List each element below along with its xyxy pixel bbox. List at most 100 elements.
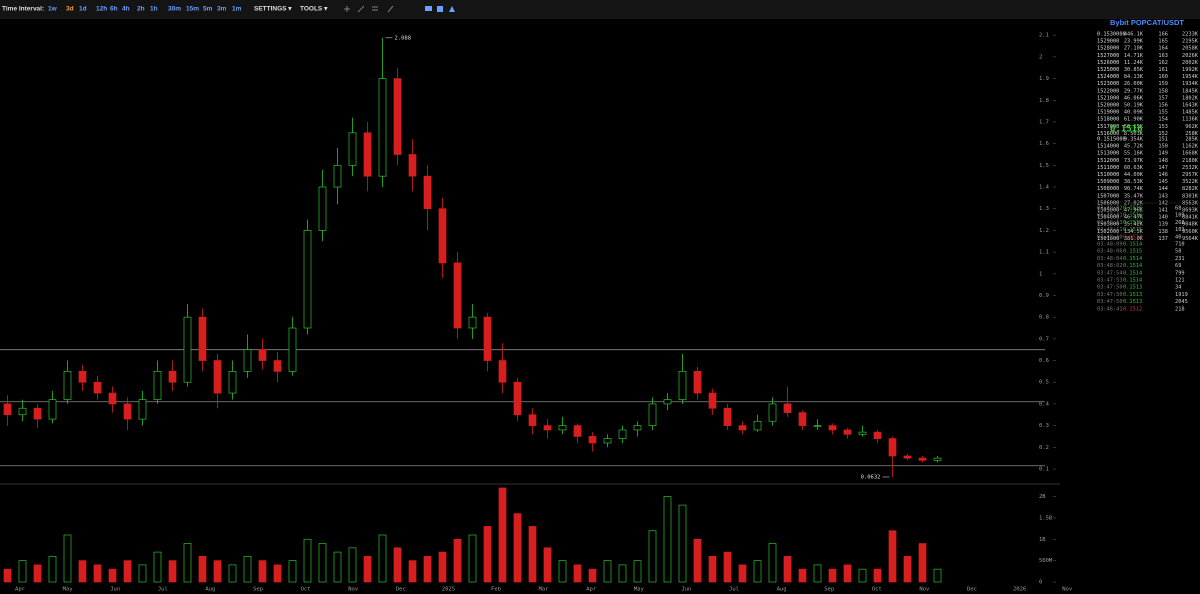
interval-button[interactable]: 3m xyxy=(217,6,227,13)
book-size: 11.24K xyxy=(1124,60,1144,66)
book-total: 1802K xyxy=(1182,95,1199,101)
trade-price: 0.1515 xyxy=(1123,220,1142,226)
book-price: 1518000 xyxy=(1097,117,1119,123)
volume-bar xyxy=(438,551,447,583)
candle-body xyxy=(363,132,372,177)
candle-body xyxy=(483,316,492,361)
trade-time: 03:47:50 xyxy=(1097,285,1123,291)
volume-bar xyxy=(243,556,252,583)
candle-body xyxy=(198,316,207,361)
book-count: 151 xyxy=(1158,137,1168,143)
interval-button[interactable]: 15m xyxy=(186,6,199,13)
candle-body xyxy=(303,230,312,329)
y2-tick-label: 0 xyxy=(1039,580,1042,586)
x-tick-label: Nov xyxy=(919,587,930,593)
candle-body xyxy=(258,349,267,361)
book-price: 1508000 xyxy=(1097,186,1119,192)
interval-button[interactable]: 3d xyxy=(66,6,74,13)
book-total: 2195K xyxy=(1182,39,1199,45)
volume-bar xyxy=(258,560,267,583)
candle-body xyxy=(498,360,507,383)
candle-body xyxy=(753,420,762,431)
book-total: 9560K xyxy=(1182,229,1199,235)
trade-time: 03:48:02 xyxy=(1097,263,1123,269)
trade-size: 103 xyxy=(1175,227,1185,233)
y-tick-label: 1 xyxy=(1039,271,1042,277)
volume-bar xyxy=(768,543,777,583)
trade-size: 69 xyxy=(1175,263,1181,269)
trade-size: 121 xyxy=(1175,278,1185,284)
interval-button[interactable]: 12h xyxy=(96,6,107,13)
volume-bar xyxy=(933,568,942,583)
book-size: 61.90K xyxy=(1124,117,1144,123)
book-size: 35.42K xyxy=(1124,222,1144,228)
x-tick-label: Nov xyxy=(348,587,359,593)
volume-bar xyxy=(918,543,927,583)
book-size: 46.47K xyxy=(1124,215,1144,221)
trade-time: 03:48:06 xyxy=(1097,249,1123,255)
candle-body xyxy=(333,164,342,188)
trade-time: 03:46:41 xyxy=(1097,306,1123,312)
book-total: 1162K xyxy=(1182,144,1199,150)
book-count: 166 xyxy=(1158,32,1168,38)
book-size: 14.71K xyxy=(1124,53,1144,59)
interval-button[interactable]: 30m xyxy=(168,6,181,13)
y-tick-label: 1.8 xyxy=(1039,98,1049,104)
book-price: 1527000 xyxy=(1097,53,1119,59)
y-tick-label: 0.2 xyxy=(1039,445,1049,451)
candle-body xyxy=(723,407,732,426)
volume-bar xyxy=(108,568,117,583)
book-size: 47.96K xyxy=(1124,208,1144,214)
toolbar xyxy=(0,0,1200,18)
candle-body xyxy=(348,132,357,166)
menu-button[interactable]: SETTINGS ▾ xyxy=(254,6,292,13)
interval-button[interactable]: 4h xyxy=(122,6,130,13)
interval-button[interactable]: 1m xyxy=(232,6,242,13)
book-total: 3522K xyxy=(1182,179,1199,185)
interval-button[interactable]: 1d xyxy=(79,6,87,13)
book-price: 1504000 xyxy=(1097,215,1119,221)
last-price: 0.1516 xyxy=(1110,125,1143,135)
book-price: 1514000 xyxy=(1097,144,1119,150)
book-price: 1510000 xyxy=(1097,172,1119,178)
candle-body xyxy=(108,392,117,405)
candle-body xyxy=(633,425,642,431)
book-count: 164 xyxy=(1158,46,1168,52)
y-tick-label: 1.6 xyxy=(1039,141,1049,147)
interval-button[interactable]: 2h xyxy=(137,6,145,13)
x-tick-label: Dec xyxy=(396,587,406,593)
trade-price: 0.1514 xyxy=(1123,234,1142,240)
trade-time: 03:48:41 xyxy=(1097,213,1123,219)
x-tick-label: May xyxy=(634,587,645,593)
book-count: 142 xyxy=(1158,200,1168,206)
tool-icons xyxy=(344,5,455,13)
orderbook-title: Bybit POPCAT/USDT xyxy=(1110,18,1184,27)
y-tick-label: 0.4 xyxy=(1039,401,1050,407)
menu-button[interactable]: TOOLS ▾ xyxy=(300,6,328,13)
interval-button[interactable]: 6h xyxy=(110,6,118,13)
interval-button[interactable]: 5m xyxy=(203,6,213,13)
book-size: 29.77K xyxy=(1124,88,1144,94)
book-size: 84.13K xyxy=(1124,74,1144,80)
trade-time: 03:48:13 xyxy=(1097,220,1123,226)
book-price: 1516000 xyxy=(1097,131,1119,137)
y-tick-label: 1.7 xyxy=(1039,119,1049,125)
trade-size: 34 xyxy=(1175,285,1181,291)
candle-body xyxy=(573,425,582,437)
volume-bar xyxy=(678,504,687,583)
volume-bar xyxy=(783,556,792,583)
candle-body xyxy=(933,457,942,461)
x-tick-label: Apr xyxy=(586,587,597,593)
book-count: 150 xyxy=(1158,144,1168,150)
book-total: 2002K xyxy=(1182,60,1199,66)
candle-body xyxy=(588,436,597,444)
interval-button[interactable]: 1w xyxy=(48,6,58,13)
book-price: 1509000 xyxy=(1097,179,1119,185)
x-tick-label: Sep xyxy=(253,587,263,593)
interval-button[interactable]: 1h xyxy=(150,6,158,13)
trade-time: 03:48:11 xyxy=(1097,227,1123,233)
book-size: 50.19K xyxy=(1124,103,1144,109)
trade-time: 03:49:02 xyxy=(1097,206,1123,212)
